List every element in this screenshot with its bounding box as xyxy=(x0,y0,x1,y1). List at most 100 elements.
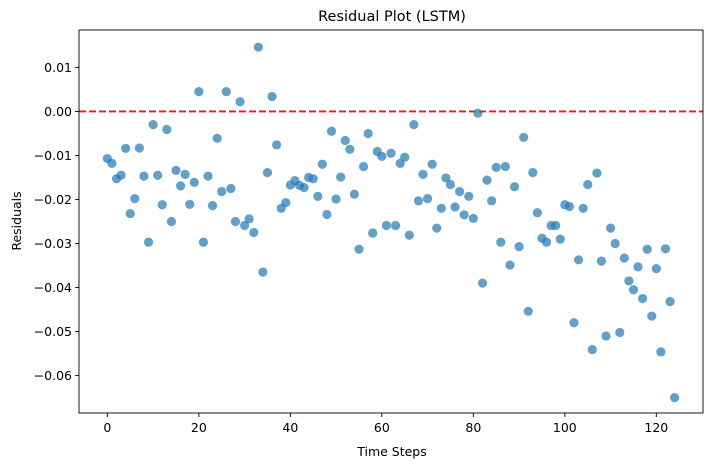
data-point xyxy=(487,196,497,206)
data-point xyxy=(610,238,620,249)
data-point xyxy=(336,172,346,182)
data-point xyxy=(432,223,442,233)
x-tick-label: 0 xyxy=(103,420,111,435)
data-point xyxy=(253,42,263,52)
data-point xyxy=(153,170,163,180)
data-point xyxy=(368,228,378,238)
x-tick-label: 20 xyxy=(191,420,207,435)
data-point xyxy=(615,327,625,338)
data-point xyxy=(418,169,428,179)
data-point xyxy=(464,191,474,202)
data-point xyxy=(175,181,186,191)
data-point xyxy=(500,161,510,172)
data-point xyxy=(354,244,364,254)
data-point xyxy=(427,159,437,169)
data-point xyxy=(445,179,456,190)
data-point xyxy=(660,244,671,254)
y-tick-label: −0.04 xyxy=(34,280,72,295)
data-point xyxy=(633,262,643,272)
data-point xyxy=(573,255,584,265)
data-point xyxy=(345,144,355,154)
data-point xyxy=(180,169,190,179)
data-point xyxy=(221,87,231,97)
data-point xyxy=(390,220,401,231)
data-point xyxy=(619,253,629,263)
data-point xyxy=(564,201,575,212)
data-point xyxy=(381,220,392,231)
data-point xyxy=(624,276,634,286)
y-tick-label: −0.05 xyxy=(34,324,72,339)
data-point xyxy=(514,241,524,252)
x-tick-label: 80 xyxy=(465,420,481,435)
data-point xyxy=(551,220,561,231)
data-point xyxy=(496,237,506,247)
chart-title: Residual Plot (LSTM) xyxy=(318,9,466,25)
data-point xyxy=(450,202,460,212)
data-point xyxy=(363,128,373,139)
data-point xyxy=(272,140,282,150)
data-point xyxy=(134,143,144,153)
data-point xyxy=(477,278,488,288)
data-point xyxy=(409,120,419,130)
data-point xyxy=(441,173,451,183)
data-point xyxy=(249,227,259,238)
data-point xyxy=(162,124,172,135)
data-point xyxy=(212,133,222,143)
data-point xyxy=(601,331,611,341)
data-point xyxy=(413,196,424,206)
data-point xyxy=(125,208,135,219)
data-point xyxy=(226,183,236,194)
data-point xyxy=(528,168,538,178)
data-point xyxy=(130,194,140,204)
data-point xyxy=(377,151,387,161)
data-point xyxy=(308,174,318,184)
data-point xyxy=(491,162,501,172)
data-point xyxy=(189,177,199,187)
data-point xyxy=(386,148,396,158)
data-point xyxy=(656,347,666,357)
data-point xyxy=(651,264,661,274)
data-point xyxy=(587,345,597,355)
data-point xyxy=(313,191,323,202)
data-point xyxy=(583,179,593,190)
data-point xyxy=(203,171,213,181)
data-point xyxy=(455,186,465,197)
scatter-points xyxy=(102,42,680,403)
data-point xyxy=(107,158,117,168)
data-point xyxy=(326,126,337,136)
data-point xyxy=(665,297,675,307)
data-point xyxy=(121,143,131,154)
data-point xyxy=(605,223,616,233)
data-point xyxy=(505,260,515,270)
data-point xyxy=(523,306,533,316)
x-tick-label: 100 xyxy=(553,420,577,435)
data-point xyxy=(532,208,542,218)
data-point xyxy=(157,200,167,210)
data-point xyxy=(349,189,359,199)
data-point xyxy=(578,203,588,213)
y-tick-label: −0.06 xyxy=(34,368,72,383)
data-point xyxy=(670,392,680,403)
x-tick-label: 120 xyxy=(644,420,668,435)
data-point xyxy=(235,97,245,107)
data-point xyxy=(207,201,218,211)
data-point xyxy=(194,87,204,97)
y-tick-label: −0.03 xyxy=(34,236,72,251)
y-tick-label: 0.00 xyxy=(44,104,72,119)
y-tick-label: −0.02 xyxy=(34,192,72,207)
plot-frame xyxy=(78,29,704,414)
data-point xyxy=(166,216,177,227)
data-point xyxy=(423,194,433,204)
data-point xyxy=(262,168,273,178)
data-point xyxy=(404,230,414,240)
data-point xyxy=(628,285,639,295)
data-point xyxy=(647,311,657,321)
data-point xyxy=(638,293,648,304)
x-axis-ticks: 0 20 40 60 80 100 120 xyxy=(103,413,668,435)
data-point xyxy=(569,318,579,328)
data-point xyxy=(519,132,529,143)
data-point xyxy=(299,183,309,193)
y-axis-title: Residuals xyxy=(9,191,24,250)
data-point xyxy=(340,135,350,146)
